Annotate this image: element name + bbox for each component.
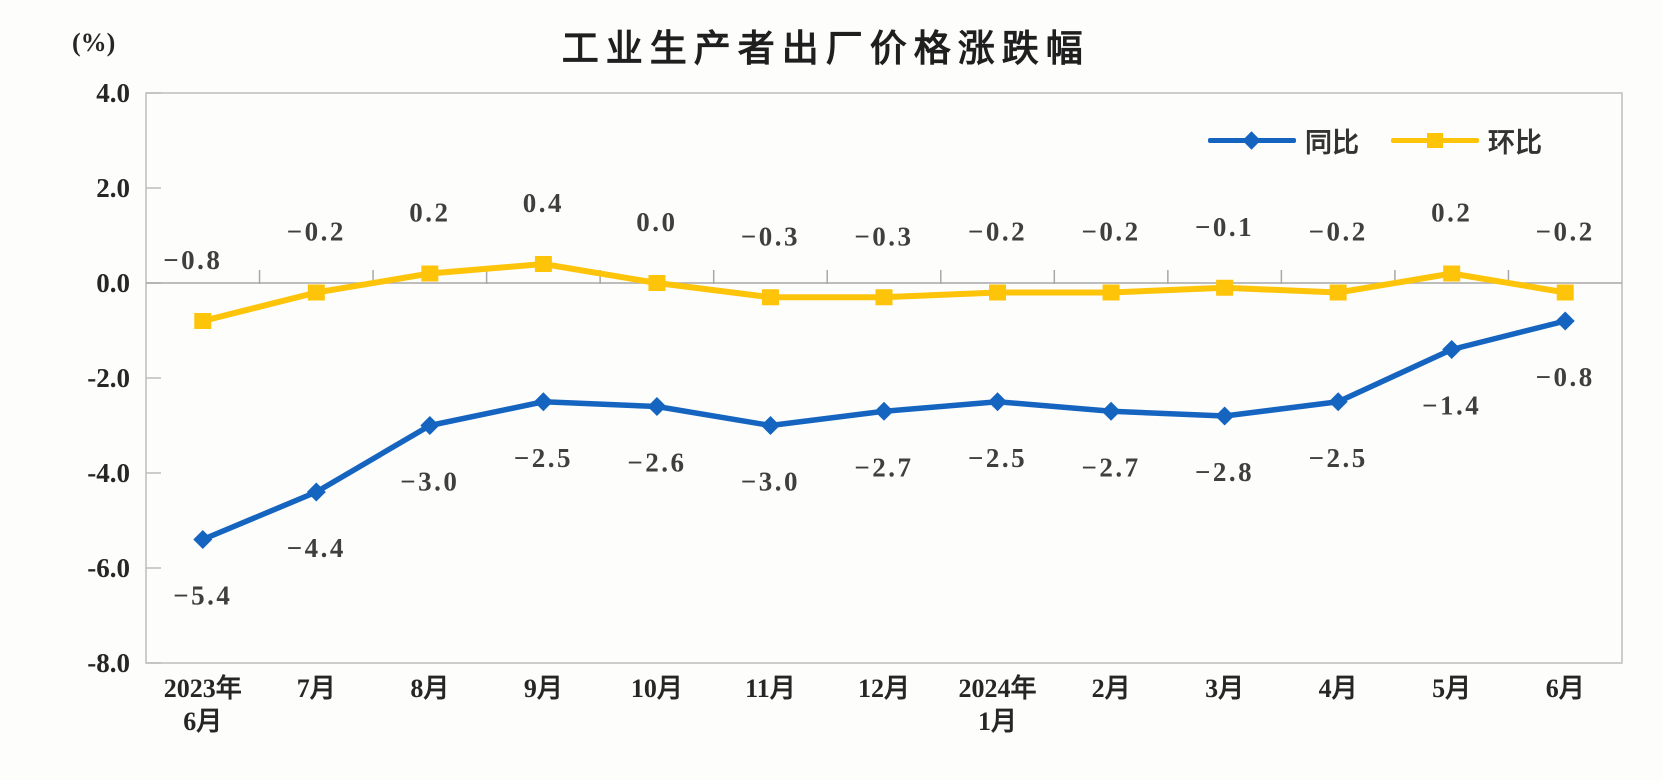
yoy-marker <box>1101 401 1121 421</box>
y-axis-tick-label: -8.0 <box>87 648 130 678</box>
mom-marker <box>648 275 666 291</box>
y-axis-tick-label: 2.0 <box>96 173 130 203</box>
mom-marker <box>307 284 325 301</box>
y-axis-tick-label: -6.0 <box>87 553 130 583</box>
x-axis-tick-label: 8月 <box>410 674 449 703</box>
mom-data-label: 0.2 <box>1431 198 1472 228</box>
x-axis-tick-label: 6月 <box>183 707 222 736</box>
mom-data-label: −0.2 <box>1309 217 1368 247</box>
yoy-data-label: −3.0 <box>400 467 459 497</box>
yoy-marker <box>1215 406 1235 426</box>
x-axis-tick-label: 11月 <box>745 674 796 703</box>
chart-title: 工业生产者出厂价格涨跌幅 <box>561 28 1090 69</box>
yoy-data-label: −2.8 <box>1195 457 1254 487</box>
legend-item-mom: 环比 <box>1391 121 1542 160</box>
x-axis-tick-label: 12月 <box>858 674 910 703</box>
yoy-marker <box>306 482 326 502</box>
yoy-marker <box>193 530 213 549</box>
x-axis-tick-label: 2023年 <box>164 673 242 703</box>
yoy-data-label: −2.5 <box>968 443 1027 473</box>
mom-data-label: −0.8 <box>163 245 222 275</box>
yoy-data-label: −2.7 <box>1082 452 1141 482</box>
yoy-data-label: −4.4 <box>287 533 346 563</box>
mom-data-label: 0.2 <box>409 198 450 228</box>
mom-data-label: 0.0 <box>636 207 677 237</box>
yoy-line <box>200 318 1568 543</box>
mom-data-label: −0.2 <box>1082 217 1141 247</box>
mom-data-label: −0.2 <box>287 217 346 247</box>
x-axis-tick-label: 6月 <box>1546 674 1585 703</box>
mom-marker <box>761 289 779 306</box>
mom-marker <box>194 313 212 329</box>
yoy-legend-label: 同比 <box>1305 128 1359 158</box>
mom-marker <box>1443 265 1461 282</box>
mom-marker <box>1102 284 1120 301</box>
x-axis-tick-label: 4月 <box>1319 674 1358 703</box>
yoy-marker <box>874 401 894 421</box>
yoy-data-label: −3.0 <box>741 467 800 497</box>
mom-marker <box>534 256 552 272</box>
x-axis-tick-label: 10月 <box>631 674 683 703</box>
plot-border <box>145 92 1623 664</box>
yoy-data-label: −2.5 <box>1309 443 1368 473</box>
legend-item-yoy: 同比 <box>1208 121 1359 160</box>
yoy-marker <box>988 392 1008 412</box>
mom-marker <box>421 265 439 282</box>
y-axis-tick-label: -4.0 <box>87 458 130 488</box>
x-axis-tick-label: 2024年 <box>959 673 1037 703</box>
mom-marker <box>1556 284 1574 301</box>
yoy-marker <box>420 416 440 435</box>
yoy-marker <box>647 397 667 416</box>
x-axis-tick-label: 9月 <box>524 674 563 703</box>
y-axis-tick-label: 0.0 <box>96 268 130 298</box>
x-axis-tick-label: 3月 <box>1205 674 1244 703</box>
mom-marker <box>1216 279 1234 296</box>
mom-data-label: 0.4 <box>523 188 564 218</box>
mom-data-label: −0.2 <box>1536 217 1595 247</box>
yoy-data-label: −2.6 <box>627 448 686 478</box>
y-axis-unit-label: (%) <box>72 28 116 57</box>
yoy-marker <box>1442 340 1462 359</box>
yoy-data-label: −2.5 <box>514 443 573 473</box>
yoy-marker <box>760 416 780 435</box>
mom-marker <box>989 284 1007 301</box>
x-axis-tick-label: 1月 <box>978 707 1017 736</box>
yoy-data-label: −0.8 <box>1536 362 1595 392</box>
yoy-data-label: −5.4 <box>173 581 232 611</box>
yoy-marker <box>1555 311 1575 331</box>
x-axis-tick-label: 7月 <box>297 674 336 703</box>
mom-legend-label: 环比 <box>1488 128 1542 158</box>
yoy-marker <box>1328 392 1348 412</box>
mom-data-label: −0.3 <box>854 221 913 251</box>
mom-data-label: −0.1 <box>1195 212 1254 242</box>
yoy-data-label: −1.4 <box>1422 391 1481 421</box>
y-axis-tick-label: -2.0 <box>87 363 130 393</box>
mom-marker <box>875 289 893 306</box>
x-axis-tick-label: 2月 <box>1092 674 1131 703</box>
y-axis-tick-label: 4.0 <box>96 78 130 108</box>
mom-legend-marker-icon <box>1391 132 1479 149</box>
x-axis-tick-label: 5月 <box>1432 674 1471 703</box>
yoy-data-label: −2.7 <box>854 452 913 482</box>
yoy-marker <box>533 392 553 412</box>
yoy-legend-marker-icon <box>1208 131 1296 150</box>
mom-marker <box>1329 284 1347 301</box>
mom-data-label: −0.2 <box>968 217 1027 247</box>
chart-legend: 同比 环比 <box>1208 121 1542 160</box>
mom-data-label: −0.3 <box>741 221 800 251</box>
